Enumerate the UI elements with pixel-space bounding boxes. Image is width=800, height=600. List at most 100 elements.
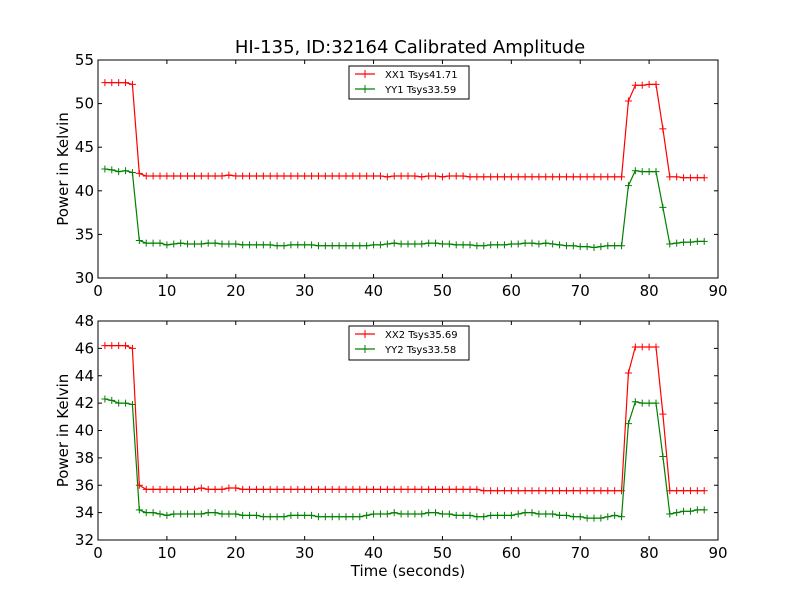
y-tick-label: 38 [75,449,94,467]
data-point-marker [184,240,192,248]
data-point-marker [673,487,681,495]
data-point-marker [280,485,288,493]
data-point-marker [122,399,130,407]
data-point-marker [542,510,550,518]
data-point-marker [266,172,274,180]
data-point-marker [156,485,164,493]
data-point-marker [418,240,426,248]
x-tick-label: 20 [226,282,245,300]
legend: XX1 Tsys41.71 YY1 Tsys33.59 [348,65,470,100]
data-point-marker [397,172,405,180]
data-point-marker [473,173,481,181]
data-point-marker [604,242,612,250]
y-tick-label: 42 [75,394,94,412]
data-point-marker [225,171,233,179]
data-point-marker [301,241,309,249]
data-point-marker [239,511,247,519]
data-point-marker [301,172,309,180]
data-point-marker [507,487,515,495]
data-point-marker [404,240,412,248]
data-point-marker [666,240,674,248]
data-point-marker [680,174,688,182]
data-point-marker [673,173,681,181]
data-point-marker [569,487,577,495]
data-point-marker [314,242,322,250]
data-point-marker [390,172,398,180]
data-point-marker [342,172,350,180]
data-point-marker [294,485,302,493]
data-point-marker [556,511,564,519]
data-point-marker [397,240,405,248]
x-tick-label: 0 [93,544,103,562]
data-point-marker [108,396,116,404]
data-point-marker [432,172,440,180]
data-point-marker [487,511,495,519]
data-point-marker [349,513,357,521]
data-point-marker [370,485,378,493]
data-point-marker [535,510,543,518]
data-point-marker [680,238,688,246]
data-point-marker [500,511,508,519]
y-tick-label: 50 [75,95,94,113]
data-point-marker [590,514,598,522]
data-point-marker [680,487,688,495]
y-axis-label: Power in Kelvin [54,374,72,488]
data-point-marker [314,513,322,521]
data-point-marker [273,513,281,521]
data-point-marker [170,510,178,518]
data-point-marker [135,169,143,177]
data-point-marker [562,511,570,519]
data-point-marker [487,241,495,249]
data-point-marker [163,485,171,493]
data-point-marker [611,242,619,250]
data-point-marker [218,510,226,518]
data-point-marker [149,172,157,180]
data-point-marker [700,506,708,514]
data-point-marker [308,485,316,493]
data-point-marker [659,410,667,418]
data-point-marker [452,511,460,519]
y-tick-label: 35 [75,225,94,243]
data-point-marker [473,242,481,250]
x-tick-label: 90 [708,544,727,562]
data-point-marker [397,510,405,518]
data-point-marker [328,513,336,521]
data-point-marker [494,487,502,495]
legend-frame [348,325,470,361]
data-point-marker [390,485,398,493]
data-point-marker [177,172,185,180]
data-point-marker [535,487,543,495]
data-point-marker [528,239,536,247]
data-point-marker [624,420,632,428]
data-point-marker [252,172,260,180]
data-point-marker [204,172,212,180]
data-point-marker [411,172,419,180]
data-point-marker [328,242,336,250]
data-point-marker [190,510,198,518]
y-tick-label: 40 [75,422,94,440]
data-point-marker [631,343,639,351]
y-axis-label: Power in Kelvin [54,112,72,226]
data-point-marker [232,510,240,518]
data-point-marker [321,513,329,521]
data-point-marker [542,239,550,247]
plots-group: 0 10 20 30 40 50 60 70 80 90 30 35 40 45 50 55 Power in … [54,51,728,580]
data-point-marker [273,485,281,493]
data-point-marker [521,239,529,247]
data-point-marker [466,173,474,181]
data-point-marker [280,172,288,180]
data-point-marker [500,241,508,249]
data-point-marker [204,485,212,493]
data-point-marker [287,241,295,249]
data-point-marker [370,241,378,249]
data-point-marker [225,240,233,248]
data-point-marker [190,240,198,248]
data-point-marker [246,172,254,180]
data-point-marker [108,342,116,350]
data-point-marker [535,173,543,181]
data-point-marker [583,173,591,181]
y-tick-label: 40 [75,182,94,200]
data-point-marker [604,173,612,181]
data-point-marker [693,506,701,514]
data-point-marker [425,239,433,247]
